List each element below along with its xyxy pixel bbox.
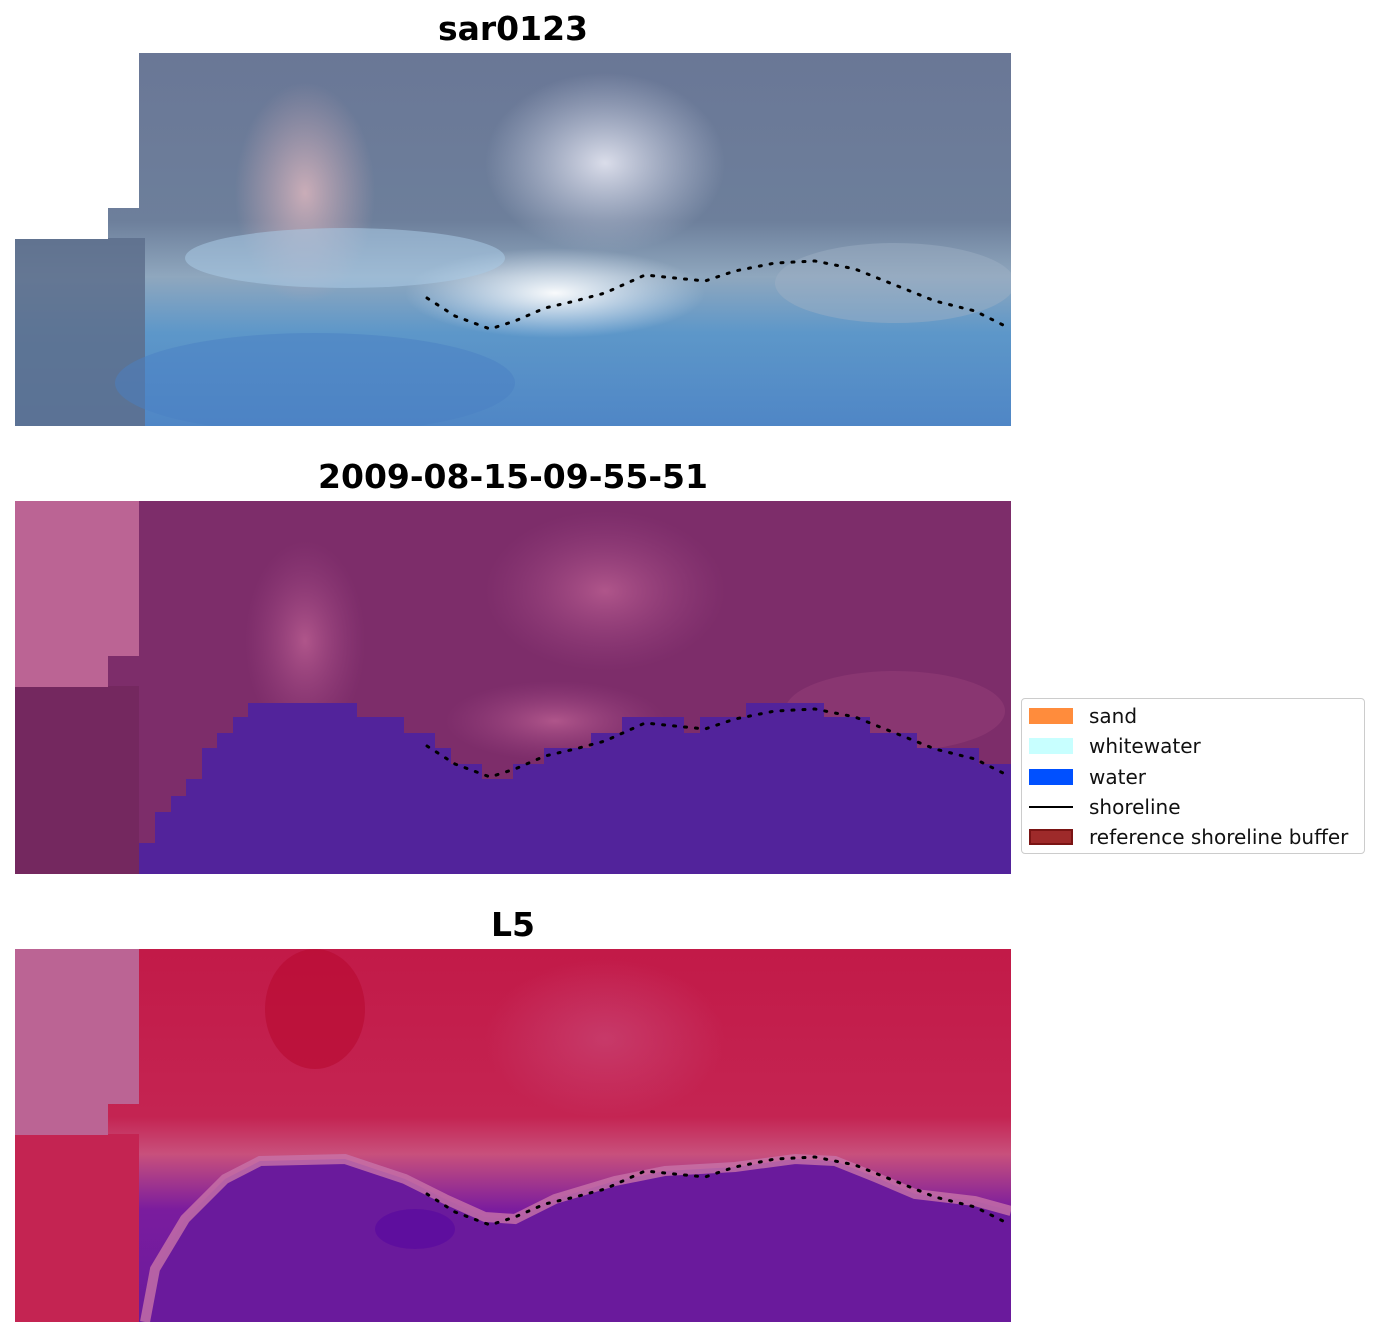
- index-image: [15, 949, 1011, 1322]
- classification-panel: [15, 501, 1011, 874]
- legend-label: shoreline: [1089, 795, 1181, 819]
- water-mask: [139, 703, 1011, 874]
- reference-buffer-swatch: [1029, 829, 1073, 845]
- sand-swatch: [1029, 708, 1073, 724]
- panel-title-classification: 2009-08-15-09-55-51: [318, 457, 708, 496]
- panel-title-index: L5: [491, 905, 535, 944]
- rgb-image-panel: [15, 53, 1011, 426]
- rgb-image: [15, 53, 1011, 426]
- legend-item-water: water: [1029, 765, 1146, 789]
- legend-label: sand: [1089, 704, 1138, 728]
- legend: sand whitewater water shoreline referenc…: [1021, 698, 1365, 854]
- panel-title-rgb: sar0123: [437, 9, 589, 48]
- water-index-region: [145, 1159, 1011, 1322]
- water-swatch: [1029, 769, 1073, 785]
- shoreline-line-swatch: [1029, 806, 1073, 808]
- legend-item-reference-buffer: reference shoreline buffer: [1029, 825, 1349, 849]
- legend-item-shoreline: shoreline: [1029, 795, 1181, 819]
- legend-label: water: [1089, 765, 1146, 789]
- legend-item-sand: sand: [1029, 704, 1138, 728]
- classification-image: [15, 501, 1011, 874]
- legend-item-whitewater: whitewater: [1029, 734, 1201, 758]
- index-panel: [15, 949, 1011, 1322]
- legend-label: whitewater: [1089, 734, 1201, 758]
- legend-label: reference shoreline buffer: [1089, 825, 1349, 849]
- whitewater-swatch: [1029, 738, 1073, 754]
